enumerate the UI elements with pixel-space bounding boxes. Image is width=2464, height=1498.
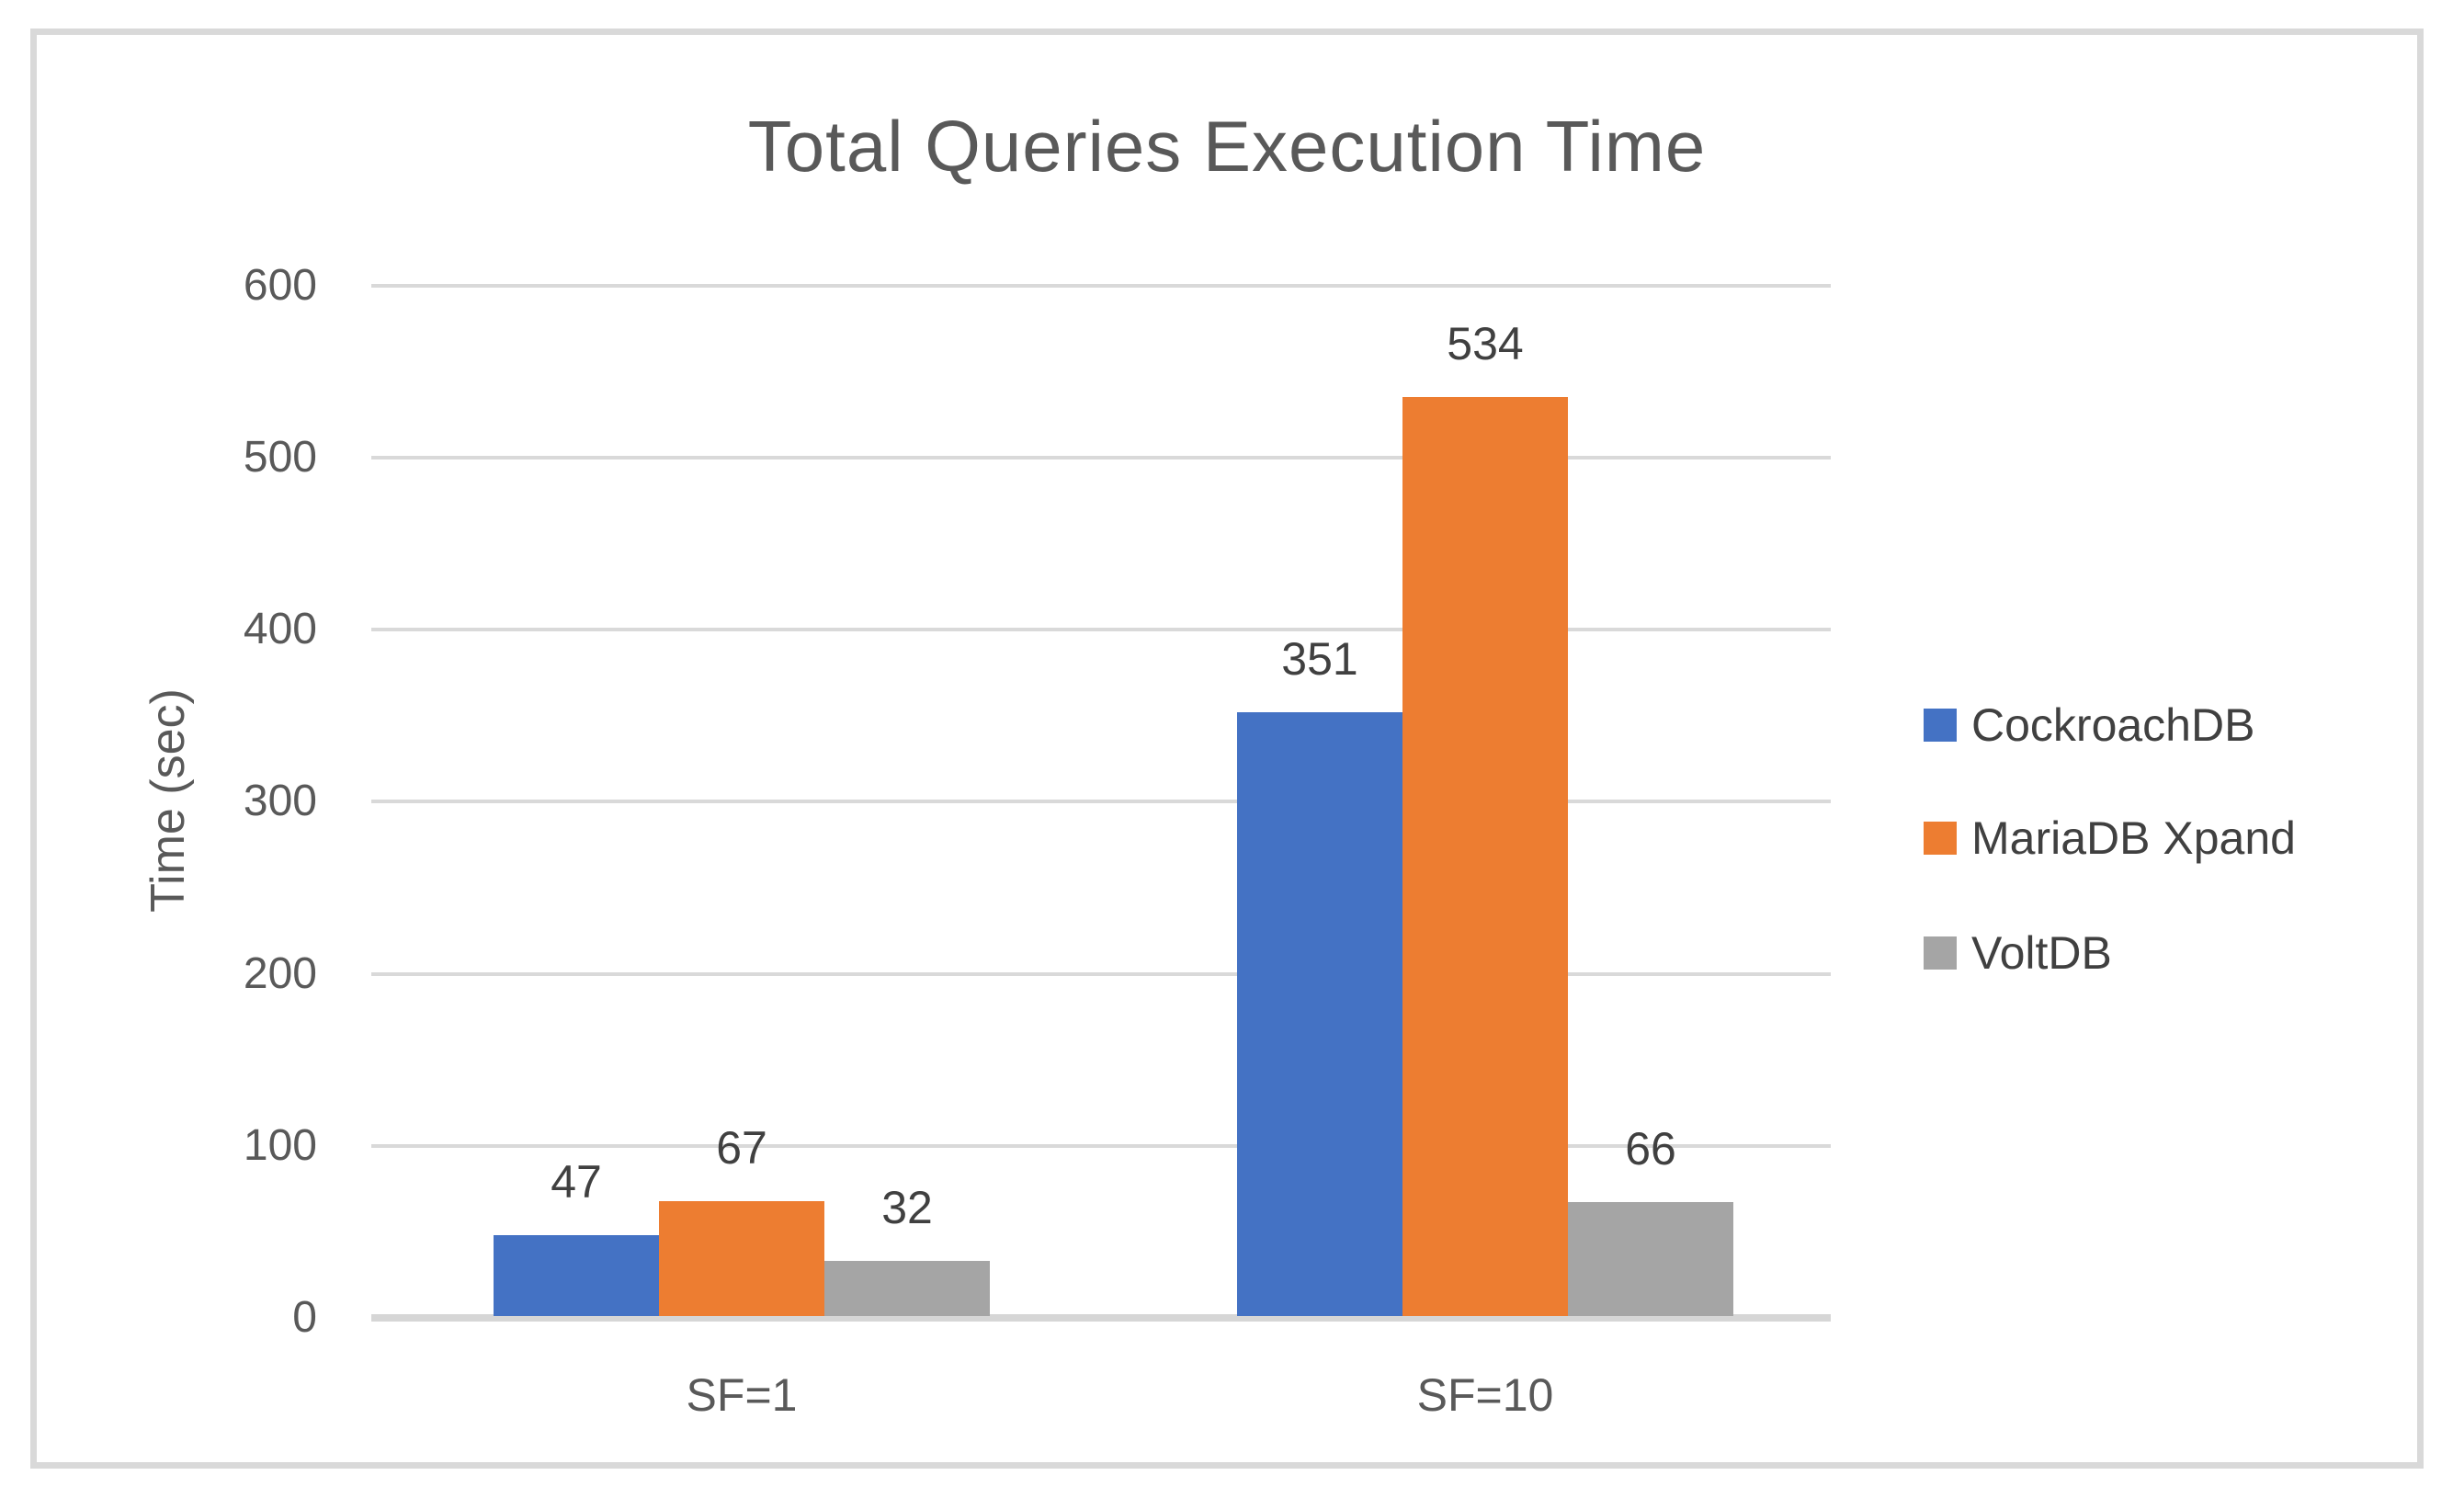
data-label-cockroachdb-sf-1: 47 [551,1156,602,1208]
y-tick-label-0: 0 [292,1293,317,1342]
y-tick-label-300: 300 [243,777,317,825]
gridline-300 [371,800,1831,803]
y-tick-label-600: 600 [243,261,317,310]
data-label-cockroachdb-sf-10: 351 [1281,633,1358,685]
bar-cockroachdb-sf-1 [494,1235,659,1316]
bar-mariadb-xpand-sf-1 [659,1201,824,1316]
x-tick-label-sf-1: SF=1 [686,1369,798,1421]
legend-swatch-mariadb-xpand [1924,822,1957,855]
legend-item-voltdb: VoltDB [1924,927,2112,979]
legend-swatch-voltdb [1924,936,1957,970]
y-tick-label-500: 500 [243,433,317,482]
gridline-200 [371,972,1831,976]
x-tick-label-sf-10: SF=10 [1416,1369,1554,1421]
gridline-600 [371,284,1831,288]
data-label-voltdb-sf-1: 32 [881,1182,933,1233]
bar-mariadb-xpand-sf-10 [1402,397,1568,1316]
y-tick-label-400: 400 [243,605,317,653]
legend-label-cockroachdb: CockroachDB [1971,699,2255,751]
y-tick-label-200: 200 [243,949,317,998]
y-tick-label-100: 100 [243,1121,317,1170]
legend-swatch-cockroachdb [1924,709,1957,742]
legend-label-voltdb: VoltDB [1971,927,2112,979]
gridline-100 [371,1144,1831,1148]
data-label-mariadb-xpand-sf-1: 67 [716,1122,767,1174]
data-label-voltdb-sf-10: 66 [1625,1123,1676,1175]
bar-cockroachdb-sf-10 [1237,712,1402,1316]
chart-frame: Total Queries Execution Time Time (sec) … [30,28,2424,1469]
legend-label-mariadb-xpand: MariaDB Xpand [1971,812,2296,864]
gridline-400 [371,628,1831,631]
gridline-500 [371,456,1831,460]
legend-item-mariadb-xpand: MariaDB Xpand [1924,812,2296,864]
bar-voltdb-sf-1 [824,1261,990,1316]
legend-item-cockroachdb: CockroachDB [1924,699,2254,751]
chart-title: Total Queries Execution Time [747,106,1707,187]
bar-voltdb-sf-10 [1568,1202,1733,1316]
x-axis-line [371,1314,1831,1322]
data-label-mariadb-xpand-sf-10: 534 [1447,318,1524,369]
